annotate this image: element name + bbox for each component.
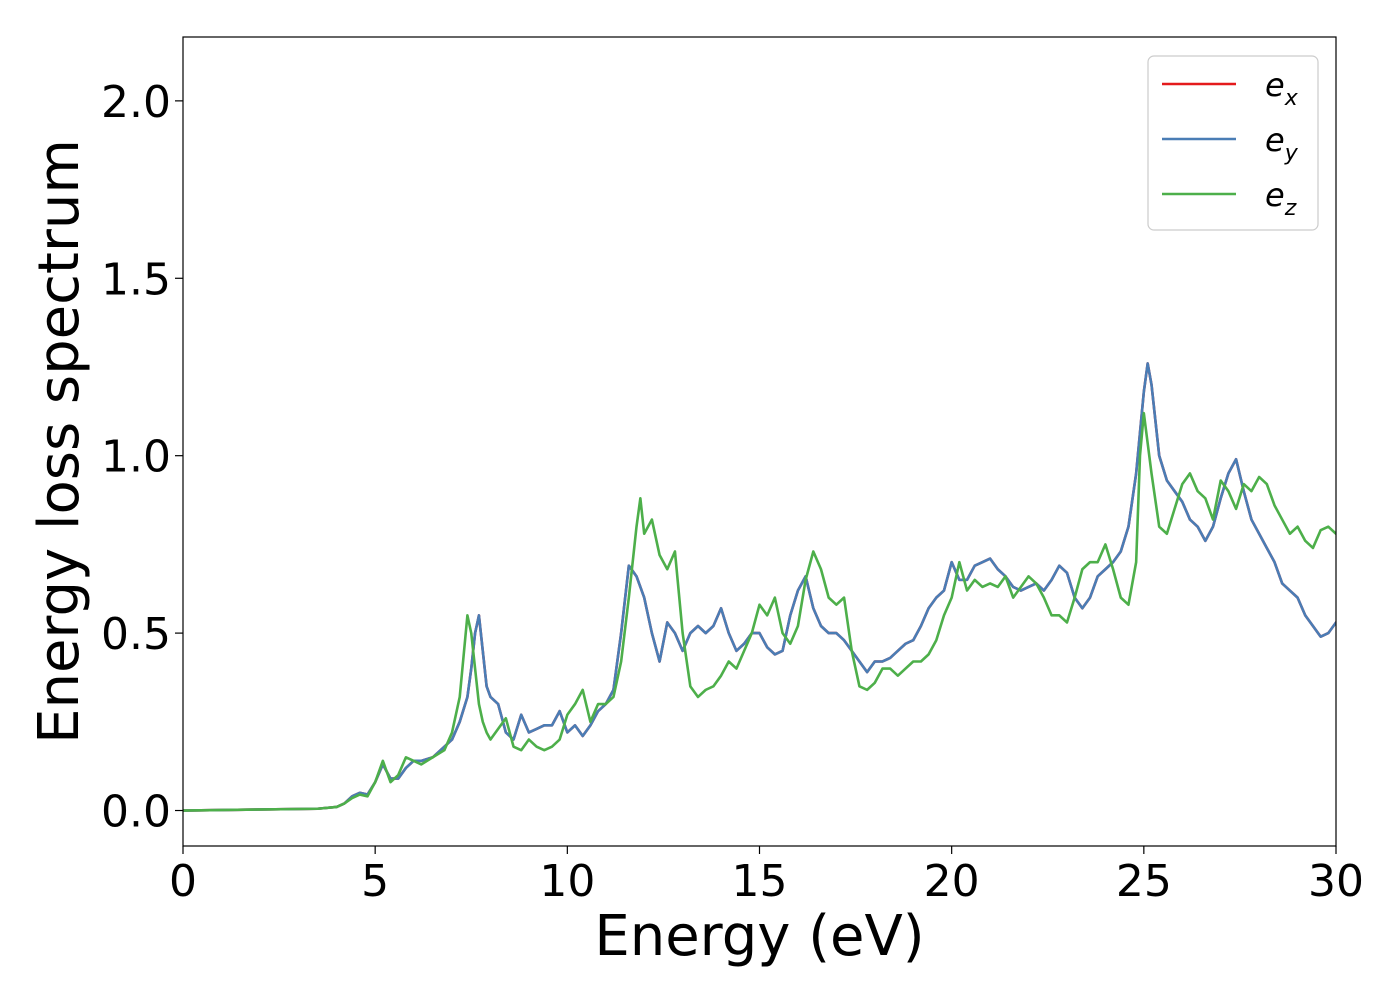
y-tick-label: 0.5	[101, 609, 171, 660]
legend-label-subscript: z	[1284, 196, 1297, 221]
series-line-y	[183, 362, 1336, 812]
legend-box	[1147, 55, 1319, 231]
legend-label-base: e	[1265, 66, 1285, 104]
x-tick-label: 10	[539, 856, 595, 907]
y-tick-label: 2.0	[101, 77, 171, 128]
legend-label-subscript: y	[1284, 141, 1299, 166]
y-tick-label: 0.0	[101, 787, 171, 838]
x-tick-label: 0	[169, 856, 197, 907]
x-tick-label: 30	[1308, 856, 1364, 907]
legend-label-subscript: x	[1284, 86, 1299, 111]
x-tick-label: 5	[361, 856, 389, 907]
legend-label-x: ex	[1265, 66, 1299, 111]
legend-label-base: e	[1265, 176, 1285, 214]
y-tick-label: 1.5	[101, 254, 171, 305]
x-tick-label: 25	[1116, 856, 1172, 907]
legend-label-base: e	[1265, 121, 1285, 159]
x-tick-label: 15	[732, 856, 788, 907]
y-tick-label: 1.0	[101, 432, 171, 483]
x-axis-ticks: 0 5 10 15 20 25 30	[169, 846, 1364, 907]
series-layer	[183, 362, 1336, 812]
legend-label-z: ez	[1265, 176, 1297, 221]
x-axis-title: Energy (eV)	[594, 904, 924, 969]
legend-label-y: ey	[1265, 121, 1299, 166]
x-tick-label: 20	[924, 856, 980, 907]
plot-area	[183, 37, 1336, 846]
y-axis-ticks: 0.0 0.5 1.0 1.5 2.0	[101, 77, 183, 838]
series-line-z	[183, 411, 1336, 812]
y-axis-title: Energy loss spectrum	[27, 139, 92, 744]
